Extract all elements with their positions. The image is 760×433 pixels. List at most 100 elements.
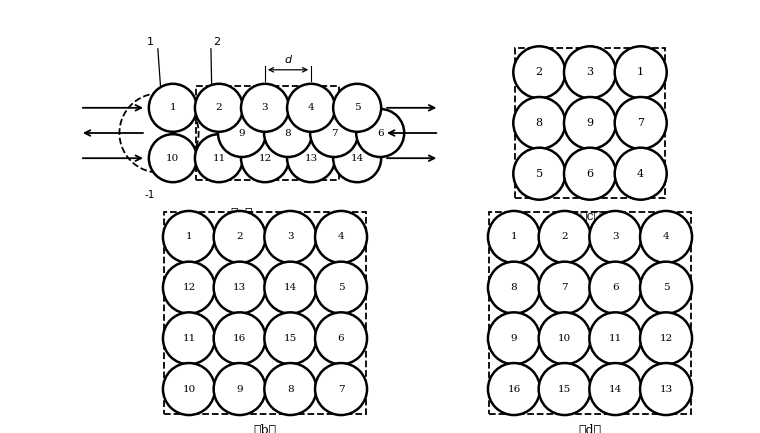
Text: d: d <box>284 55 292 65</box>
Circle shape <box>195 134 243 182</box>
Circle shape <box>241 84 289 132</box>
Circle shape <box>214 312 266 364</box>
Text: 1: 1 <box>511 233 518 242</box>
Text: 14: 14 <box>283 283 297 292</box>
Circle shape <box>264 262 316 313</box>
Circle shape <box>333 84 382 132</box>
Text: 12: 12 <box>182 283 195 292</box>
Text: 10: 10 <box>182 385 195 394</box>
Text: 15: 15 <box>558 385 572 394</box>
Text: 8: 8 <box>287 385 293 394</box>
Circle shape <box>539 312 591 364</box>
Text: 6: 6 <box>587 169 594 179</box>
Text: 7: 7 <box>637 118 644 128</box>
Circle shape <box>315 312 367 364</box>
Circle shape <box>264 109 312 157</box>
Text: 8: 8 <box>285 129 291 138</box>
Text: 2: 2 <box>562 233 568 242</box>
Text: 1: 1 <box>185 233 192 242</box>
Text: （a）: （a） <box>231 207 253 220</box>
Circle shape <box>163 312 215 364</box>
Circle shape <box>488 262 540 313</box>
Circle shape <box>195 84 243 132</box>
Text: （d）: （d） <box>578 424 602 433</box>
Text: 11: 11 <box>609 334 622 343</box>
Text: 16: 16 <box>233 334 246 343</box>
Circle shape <box>163 211 215 263</box>
Text: 8: 8 <box>536 118 543 128</box>
Bar <box>515 48 666 198</box>
Circle shape <box>214 262 266 313</box>
Circle shape <box>315 211 367 263</box>
Circle shape <box>333 134 382 182</box>
Circle shape <box>149 134 197 182</box>
Circle shape <box>589 312 641 364</box>
Text: 14: 14 <box>350 154 364 163</box>
Circle shape <box>640 312 692 364</box>
Text: 2: 2 <box>213 37 220 47</box>
Circle shape <box>264 312 316 364</box>
Circle shape <box>241 134 289 182</box>
Text: 13: 13 <box>660 385 673 394</box>
Text: 3: 3 <box>612 233 619 242</box>
Circle shape <box>589 211 641 263</box>
Text: 15: 15 <box>283 334 297 343</box>
Circle shape <box>218 109 266 157</box>
Text: 12: 12 <box>258 154 271 163</box>
Text: 7: 7 <box>337 385 344 394</box>
Circle shape <box>264 363 316 415</box>
Circle shape <box>539 211 591 263</box>
Circle shape <box>513 46 565 98</box>
Bar <box>164 212 366 414</box>
Text: 1: 1 <box>147 37 154 47</box>
Circle shape <box>640 211 692 263</box>
Text: （b）: （b） <box>253 424 277 433</box>
Text: 3: 3 <box>587 67 594 78</box>
Text: 7: 7 <box>331 129 337 138</box>
Circle shape <box>564 148 616 200</box>
Text: 1: 1 <box>637 67 644 78</box>
Text: 9: 9 <box>236 385 243 394</box>
Circle shape <box>564 46 616 98</box>
Circle shape <box>310 109 358 157</box>
Circle shape <box>315 262 367 313</box>
Text: 10: 10 <box>558 334 572 343</box>
Text: 5: 5 <box>337 283 344 292</box>
Circle shape <box>589 262 641 313</box>
Text: 9: 9 <box>587 118 594 128</box>
Circle shape <box>513 148 565 200</box>
Circle shape <box>640 262 692 313</box>
Circle shape <box>163 363 215 415</box>
Text: 3: 3 <box>287 233 293 242</box>
Circle shape <box>214 363 266 415</box>
Bar <box>489 212 691 414</box>
Text: 5: 5 <box>663 283 670 292</box>
Circle shape <box>287 84 335 132</box>
Circle shape <box>163 262 215 313</box>
Text: 7: 7 <box>562 283 568 292</box>
Text: 9: 9 <box>511 334 518 343</box>
Circle shape <box>615 97 667 149</box>
Text: 6: 6 <box>377 129 384 138</box>
Text: 11: 11 <box>182 334 195 343</box>
Text: 5: 5 <box>354 103 360 112</box>
Text: 8: 8 <box>511 283 518 292</box>
Text: 1: 1 <box>169 103 176 112</box>
Circle shape <box>149 84 197 132</box>
Text: 2: 2 <box>536 67 543 78</box>
Circle shape <box>488 312 540 364</box>
Text: 12: 12 <box>660 334 673 343</box>
Bar <box>196 86 339 180</box>
Text: -1: -1 <box>144 190 155 200</box>
Circle shape <box>615 148 667 200</box>
Text: 2: 2 <box>216 103 222 112</box>
Text: 6: 6 <box>337 334 344 343</box>
Text: 2: 2 <box>236 233 243 242</box>
Circle shape <box>287 134 335 182</box>
Text: 13: 13 <box>233 283 246 292</box>
Circle shape <box>539 363 591 415</box>
Circle shape <box>356 109 404 157</box>
Text: 9: 9 <box>239 129 245 138</box>
Text: 14: 14 <box>609 385 622 394</box>
Text: 4: 4 <box>337 233 344 242</box>
